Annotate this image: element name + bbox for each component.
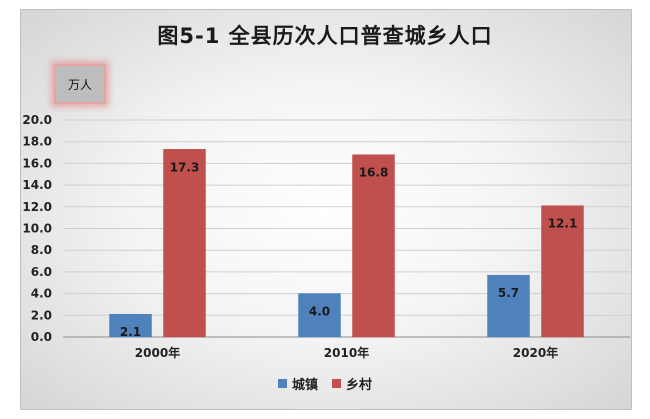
legend: 城镇 乡村 (0, 374, 650, 393)
x-axis-ticks: 2000年 2010年 2020年 (135, 345, 558, 360)
legend-item-rural: 乡村 (332, 374, 372, 393)
data-label: 12.1 (548, 217, 578, 231)
bars (109, 149, 584, 338)
chart-title: 图5-1 全县历次人口普查城乡人口 (157, 24, 493, 48)
legend-swatch-urban (277, 379, 287, 388)
data-label: 2.1 (120, 325, 141, 339)
data-labels: 2.1 17.3 4.0 16.8 5.7 12.1 (120, 160, 577, 339)
chart-frame (20, 9, 632, 410)
y-tick-label: 0.0 (31, 330, 52, 344)
bar-rural-1 (352, 154, 395, 338)
y-tick-label: 8.0 (31, 243, 52, 257)
x-tick-label: 2020年 (513, 345, 558, 360)
unit-label-box: 万人 (54, 64, 106, 104)
data-label: 4.0 (309, 305, 330, 319)
bar-urban-0 (109, 313, 152, 338)
bar-urban-2 (487, 274, 530, 338)
y-tick-label: 18.0 (22, 135, 52, 149)
y-tick-label: 6.0 (31, 265, 52, 279)
y-tick-label: 2.0 (31, 308, 52, 322)
y-tick-label: 20.0 (22, 113, 52, 127)
data-label: 16.8 (359, 166, 389, 180)
y-tick-label: 12.0 (22, 200, 52, 214)
legend-swatch-rural (332, 379, 341, 388)
y-tick-label: 4.0 (31, 287, 52, 301)
bar-rural-2 (541, 205, 584, 338)
data-label: 17.3 (170, 160, 200, 174)
y-tick-label: 10.0 (22, 222, 52, 236)
bar-urban-1 (298, 293, 341, 338)
legend-label-urban: 城镇 (291, 378, 318, 393)
data-label: 5.7 (498, 286, 519, 300)
y-tick-label: 14.0 (22, 178, 52, 192)
x-tick-label: 2010年 (324, 345, 369, 360)
legend-item-urban: 城镇 (277, 374, 318, 393)
y-axis-ticks: 0.0 2.0 4.0 6.0 8.0 10.0 12.0 14.0 16.0 18.0 20.0 (22, 113, 52, 344)
legend-label-rural: 乡村 (346, 378, 373, 393)
bar-rural-0 (163, 149, 206, 338)
y-tick-label: 16.0 (22, 156, 52, 170)
x-tick-label: 2000年 (135, 345, 180, 360)
gridlines (63, 119, 630, 338)
unit-label: 万人 (67, 77, 92, 92)
